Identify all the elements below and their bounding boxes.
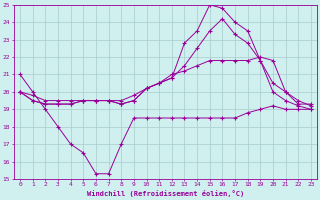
X-axis label: Windchill (Refroidissement éolien,°C): Windchill (Refroidissement éolien,°C)	[87, 190, 244, 197]
